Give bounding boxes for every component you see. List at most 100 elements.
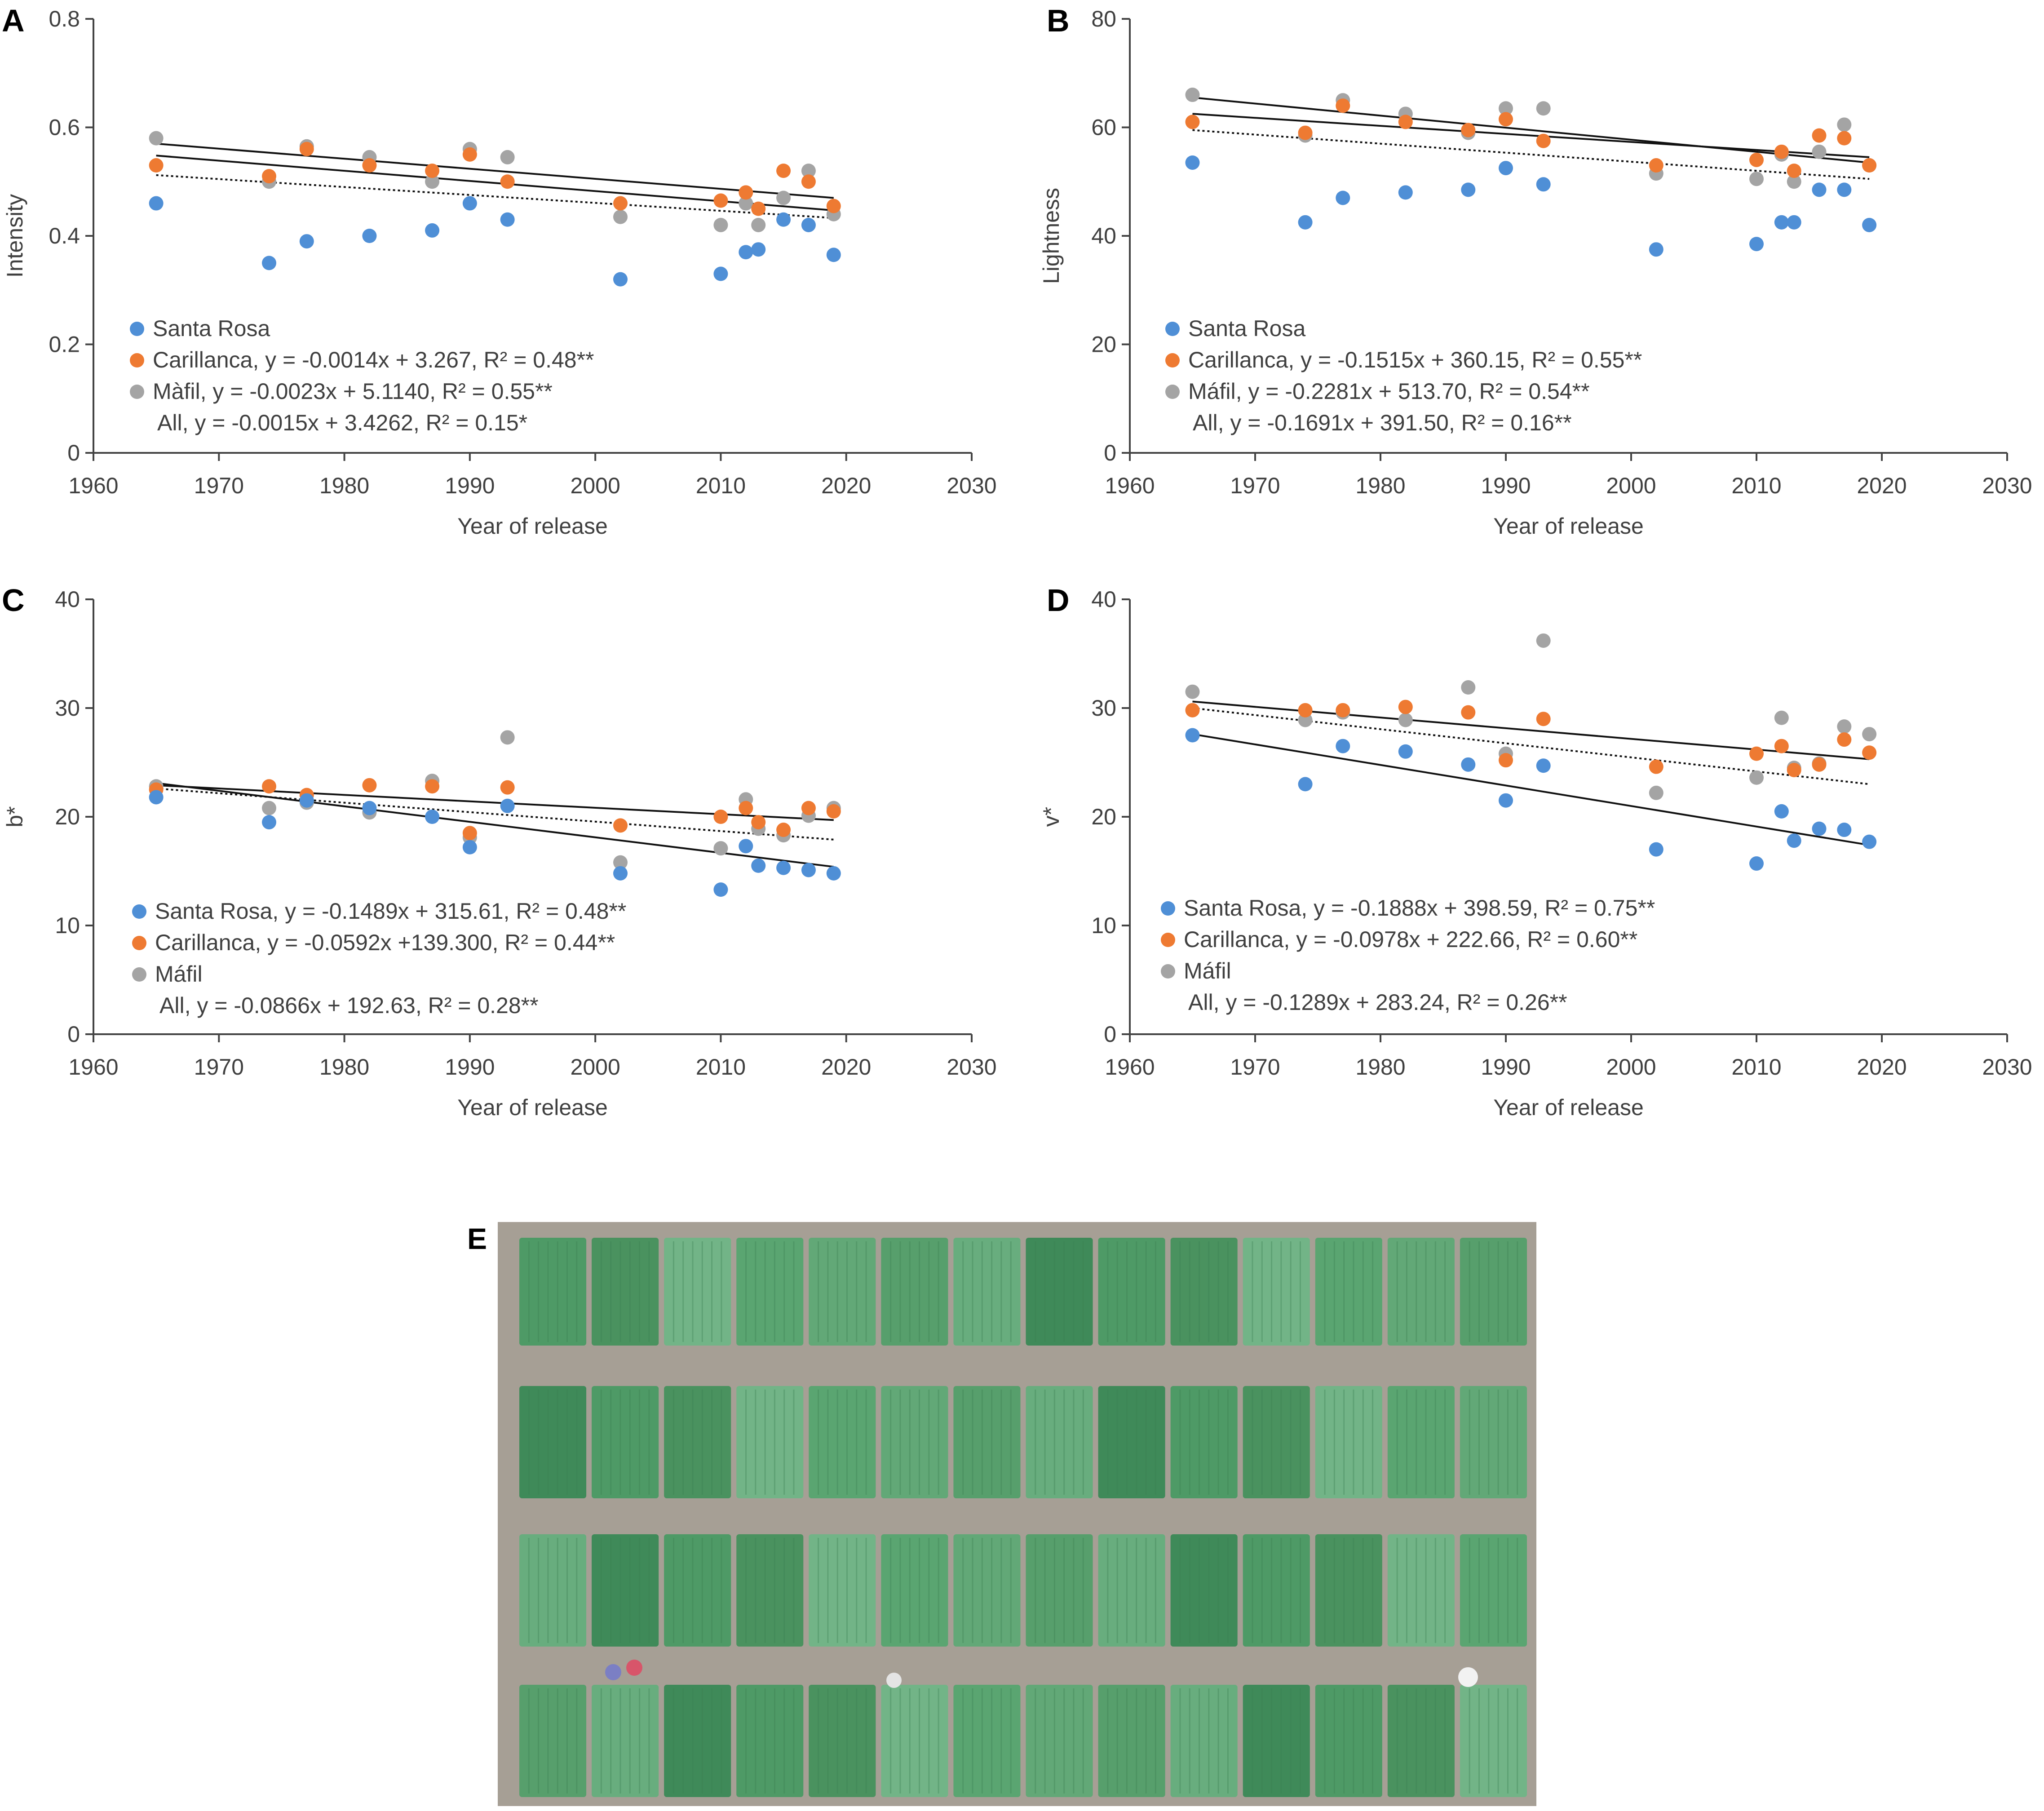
- point-carillanca-1974: [262, 169, 276, 184]
- x-tick-label: 2020: [1857, 1054, 1907, 1080]
- x-tick-label: 1980: [319, 1054, 369, 1080]
- x-tick-label: 1990: [445, 1054, 495, 1080]
- x-tick-label: 2010: [1731, 1054, 1781, 1080]
- point-carillanca-1982: [1398, 700, 1413, 714]
- point-carillanca-2012: [739, 185, 753, 200]
- field-plot: [1098, 1534, 1165, 1647]
- point-carillanca-2012: [1774, 144, 1789, 159]
- person-marker: [886, 1673, 902, 1688]
- x-tick-label: 2010: [696, 473, 746, 498]
- point-carillanca-2015: [776, 164, 791, 178]
- point-santa-rosa-1965: [149, 790, 164, 805]
- y-axis-title: Lightness: [1039, 188, 1064, 284]
- x-tick-label: 1970: [194, 473, 244, 498]
- point-m-fil-2017: [801, 164, 816, 178]
- point-carillanca-1993: [1536, 133, 1551, 148]
- point-santa-rosa-1977: [299, 234, 314, 249]
- field-plot: [1170, 1386, 1238, 1498]
- field-plot: [1098, 1238, 1165, 1346]
- point-santa-rosa-1982: [362, 801, 377, 815]
- field-plot: [1170, 1534, 1238, 1647]
- point-carillanca-1990: [462, 826, 477, 841]
- field-plot: [1098, 1685, 1165, 1797]
- point-santa-rosa-2017: [801, 217, 816, 232]
- trendline-solid-2: [156, 155, 834, 212]
- y-tick-label: 30: [1091, 695, 1116, 721]
- field-plot: [1387, 1685, 1455, 1797]
- point-carillanca-2017: [801, 801, 816, 815]
- point-santa-rosa-1982: [362, 229, 377, 243]
- point-carillanca-1974: [262, 779, 276, 794]
- y-tick-label: 20: [55, 804, 80, 829]
- point-santa-rosa-2010: [1749, 856, 1764, 871]
- legend-marker-carillanca: [132, 936, 146, 950]
- trendline-dotted-3: [1192, 707, 1870, 785]
- point-santa-rosa-2015: [1812, 182, 1827, 197]
- x-tick-label: 2020: [821, 1054, 871, 1080]
- point-carillanca-1982: [1398, 115, 1413, 129]
- y-tick-label: 40: [1091, 223, 1116, 248]
- point-santa-rosa-1993: [1536, 758, 1551, 773]
- aerial-field-plots-photo: [498, 1222, 1536, 1806]
- point-m-fil-1982: [1398, 713, 1413, 727]
- y-axis-title: Intensity: [2, 194, 27, 278]
- field-plot: [809, 1685, 876, 1797]
- x-tick-label: 2000: [571, 473, 620, 498]
- point-santa-rosa-1974: [262, 256, 276, 270]
- point-santa-rosa-1965: [1185, 155, 1200, 170]
- field-plot: [592, 1685, 659, 1797]
- x-tick-label: 1960: [1105, 473, 1155, 498]
- point-m-fil-2012: [1774, 710, 1789, 725]
- point-carillanca-2015: [1812, 128, 1827, 143]
- field-plot: [1170, 1685, 1238, 1797]
- y-tick-label: 0.6: [49, 115, 80, 140]
- trendline-solid-1: [1192, 733, 1870, 846]
- point-carillanca-1965: [149, 158, 164, 173]
- field-plot: [1460, 1685, 1527, 1797]
- field-plot: [1315, 1386, 1382, 1498]
- field-plot: [953, 1386, 1021, 1498]
- y-tick-label: 60: [1091, 115, 1116, 140]
- legend-entry-m-fil: Máfil: [155, 961, 203, 987]
- field-plot: [1243, 1238, 1310, 1346]
- legend-marker-m-fil: [132, 967, 146, 982]
- y-tick-label: 30: [55, 695, 80, 721]
- x-tick-label: 1980: [1355, 1054, 1405, 1080]
- legend-entry-m-fil: Máfil, y = -0.2281x + 513.70, R² = 0.54*…: [1188, 379, 1590, 404]
- x-tick-label: 2000: [571, 1054, 620, 1080]
- point-santa-rosa-1990: [1499, 793, 1513, 808]
- x-tick-label: 2020: [1857, 473, 1907, 498]
- point-santa-rosa-2019: [1862, 834, 1877, 849]
- trendline-solid-2: [156, 784, 834, 821]
- point-m-fil-1987: [425, 174, 440, 189]
- point-santa-rosa-2013: [751, 858, 766, 873]
- person-marker: [1458, 1667, 1478, 1687]
- point-carillanca-1990: [462, 147, 477, 162]
- point-santa-rosa-2019: [826, 248, 841, 262]
- x-axis-title: Year of release: [1493, 514, 1644, 539]
- legend-marker-santa-rosa: [1161, 901, 1175, 916]
- field-plot: [1026, 1534, 1093, 1647]
- field-plot: [664, 1386, 731, 1498]
- point-santa-rosa-2002: [613, 272, 628, 287]
- point-santa-rosa-1987: [425, 810, 440, 824]
- legend-marker-carillanca: [130, 353, 144, 368]
- point-santa-rosa-2010: [713, 882, 728, 897]
- y-tick-label: 20: [1091, 332, 1116, 357]
- y-axis-title: b*: [2, 806, 27, 827]
- point-santa-rosa-1974: [1298, 215, 1313, 230]
- point-carillanca-2010: [713, 193, 728, 208]
- legend-entry-m-fil: Màfil, y = -0.0023x + 5.1140, R² = 0.55*…: [153, 379, 553, 404]
- chart-panel-b: B 1960 1970 1980 1990 2000 2010 2020 2030 0 20 40 60…: [1039, 3, 2032, 539]
- point-santa-rosa-1977: [1336, 190, 1350, 205]
- field-plot: [881, 1685, 948, 1797]
- field-plot: [736, 1685, 804, 1797]
- point-carillanca-2002: [613, 196, 628, 211]
- point-carillanca-2010: [713, 810, 728, 824]
- point-carillanca-1993: [500, 780, 515, 795]
- field-plot: [664, 1685, 731, 1797]
- field-plot: [1315, 1238, 1382, 1346]
- field-plot: [1387, 1238, 1455, 1346]
- x-tick-label: 2010: [696, 1054, 746, 1080]
